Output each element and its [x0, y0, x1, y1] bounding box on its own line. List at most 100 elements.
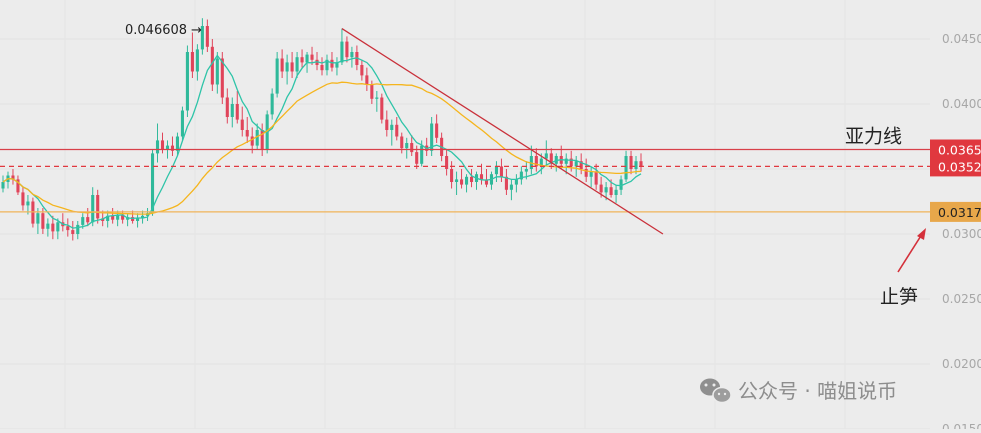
candle — [584, 158, 588, 182]
candle — [76, 221, 80, 240]
price-tag-bg — [930, 156, 981, 177]
candle-body — [455, 179, 459, 182]
candle — [160, 132, 165, 154]
price-tag-bg — [930, 139, 981, 160]
candle-body — [499, 166, 503, 177]
candle-body — [31, 201, 35, 224]
price-tag: 0.0317 — [930, 201, 981, 222]
trendline — [341, 28, 664, 235]
candle-body — [340, 41, 344, 63]
candle — [190, 32, 194, 78]
candle — [86, 208, 90, 227]
candle-body — [524, 169, 528, 172]
candle-body — [460, 179, 464, 185]
candle — [136, 213, 140, 228]
candle-body — [16, 179, 20, 193]
candle — [340, 28, 344, 65]
candle-body — [86, 217, 90, 223]
candle — [330, 52, 334, 72]
candle-body — [564, 158, 568, 164]
y-tick-label: 0.0200 — [942, 357, 981, 371]
candle — [315, 52, 319, 71]
candle-body — [101, 218, 105, 221]
price-tag-label: 0.0365 — [938, 143, 981, 158]
y-tick-label: 0.0300 — [942, 227, 981, 241]
candle — [51, 215, 55, 240]
candle — [629, 150, 633, 175]
candle — [71, 221, 75, 241]
candle-body — [150, 153, 155, 214]
candle — [460, 169, 464, 189]
candle-body — [111, 215, 115, 220]
candle — [534, 148, 538, 172]
candle-body — [46, 223, 50, 229]
candle — [499, 158, 503, 182]
candle-body — [121, 214, 125, 220]
candle — [170, 136, 175, 156]
stop-arrow-head — [917, 228, 926, 240]
candle — [494, 161, 498, 182]
candle-body — [325, 59, 329, 71]
candle — [225, 88, 229, 124]
candle — [479, 163, 484, 185]
candle-body — [245, 130, 249, 137]
candle-body — [350, 52, 354, 58]
candle — [425, 137, 429, 156]
candle-body — [619, 179, 623, 190]
candle-body — [305, 54, 309, 63]
candle — [195, 44, 199, 81]
candle — [46, 218, 50, 237]
moving-averages — [2, 54, 642, 229]
candle-body — [624, 156, 628, 180]
candle-body — [375, 97, 379, 99]
ma-7-line — [2, 54, 642, 229]
candle — [385, 110, 389, 137]
candle — [16, 175, 20, 195]
candle-body — [210, 46, 214, 85]
candle — [275, 52, 279, 98]
candle-body — [509, 184, 513, 190]
candle — [11, 169, 15, 185]
candle-body — [504, 176, 508, 190]
candle-body — [225, 97, 229, 117]
candle — [624, 150, 628, 182]
candle — [335, 57, 339, 76]
candle-body — [310, 54, 314, 60]
price-tag: 0.0352 — [930, 156, 981, 177]
candle-body — [604, 187, 608, 193]
candle — [320, 57, 324, 76]
candle — [514, 174, 518, 193]
candle — [380, 93, 384, 124]
candle-body — [579, 161, 583, 169]
candle-body — [514, 179, 518, 185]
candle-body — [574, 161, 578, 167]
candle — [509, 179, 513, 201]
candle — [235, 91, 239, 124]
candle-body — [56, 222, 60, 232]
candle — [589, 166, 593, 188]
candle — [56, 218, 60, 240]
candle — [240, 106, 244, 137]
candle — [365, 67, 369, 91]
candle-body — [519, 171, 523, 180]
candle-body — [295, 57, 299, 72]
candle — [200, 18, 204, 55]
candle-body — [445, 156, 449, 169]
candle — [210, 39, 214, 91]
candle-body — [190, 52, 194, 72]
candle — [360, 59, 364, 81]
candle — [639, 153, 643, 172]
high-annotation: 0.046608 — [125, 23, 187, 38]
candles — [1, 18, 643, 241]
resistance-label: 亚力线 — [845, 126, 902, 148]
candle-body — [435, 123, 439, 138]
candle — [285, 54, 289, 85]
candle — [270, 88, 274, 120]
candle-body — [136, 218, 140, 221]
candle — [350, 46, 354, 68]
y-tick-label: 0.0150 — [942, 422, 981, 429]
candle — [205, 19, 209, 52]
candle — [155, 123, 160, 163]
candle — [295, 52, 299, 78]
price-tag-label: 0.0352 — [938, 159, 981, 174]
